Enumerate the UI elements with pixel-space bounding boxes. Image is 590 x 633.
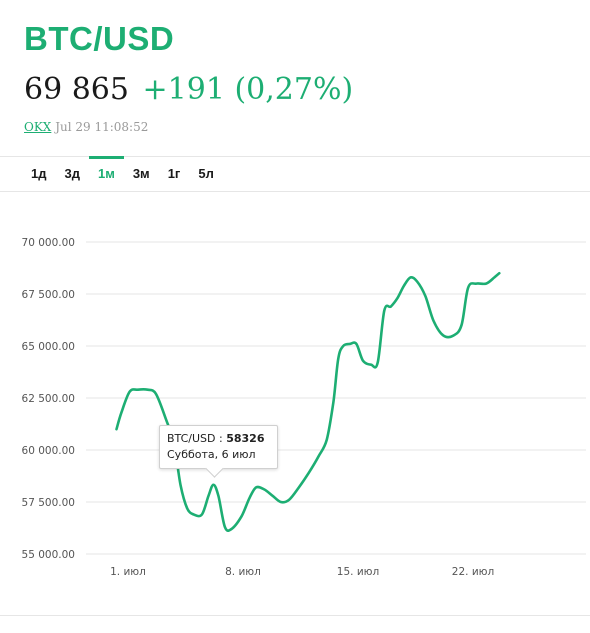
tab-5y[interactable]: 5л [198, 166, 214, 181]
y-tick-label: 62 500.00 [22, 393, 75, 405]
tabs-divider-top [0, 156, 590, 157]
chart-tooltip: BTC/USD : 58326 Суббота, 6 июл [159, 425, 278, 478]
tooltip-separator: : [215, 432, 227, 445]
tab-1y[interactable]: 1г [167, 166, 181, 181]
quote-timestamp: Jul 29 11:08:52 [55, 120, 149, 134]
tooltip-date: Суббота, 6 июл [167, 448, 256, 461]
y-tick-label: 57 500.00 [22, 497, 75, 509]
tooltip-series: BTC/USD [167, 432, 216, 445]
x-tick-label: 1. июл [110, 566, 146, 578]
bottom-divider [0, 615, 590, 616]
y-tick-label: 55 000.00 [22, 549, 75, 561]
y-tick-label: 67 500.00 [22, 289, 75, 301]
x-tick-label: 8. июл [225, 566, 261, 578]
x-tick-label: 22. июл [452, 566, 494, 578]
price-series-line [115, 271, 501, 533]
x-tick-label: 15. июл [337, 566, 379, 578]
y-tick-label: 60 000.00 [22, 445, 75, 457]
tab-3d[interactable]: 3д [64, 166, 80, 181]
price-change: +191 (0,27%) [142, 72, 354, 107]
period-tabs: 1д 3д 1м 3м 1г 5л [22, 156, 223, 191]
price-row: 69 865 +191 (0,27%) [24, 72, 353, 107]
y-tick-label: 70 000.00 [22, 237, 75, 249]
tabs-divider-bottom [0, 191, 590, 192]
tab-1m[interactable]: 1м [88, 156, 124, 191]
tab-1d[interactable]: 1д [31, 166, 47, 181]
tooltip-value: 58326 [226, 432, 265, 445]
tab-3m[interactable]: 3м [132, 166, 150, 181]
pair-title: BTC/USD [24, 20, 175, 57]
price-chart[interactable]: 55 000.00 57 500.00 60 000.00 62 500.00 65 0… [0, 195, 590, 585]
exchange-link[interactable]: OKX [24, 120, 52, 134]
quote-meta: OKX Jul 29 11:08:52 [24, 120, 148, 134]
last-price: 69 865 [24, 72, 129, 107]
y-tick-label: 65 000.00 [22, 341, 75, 353]
